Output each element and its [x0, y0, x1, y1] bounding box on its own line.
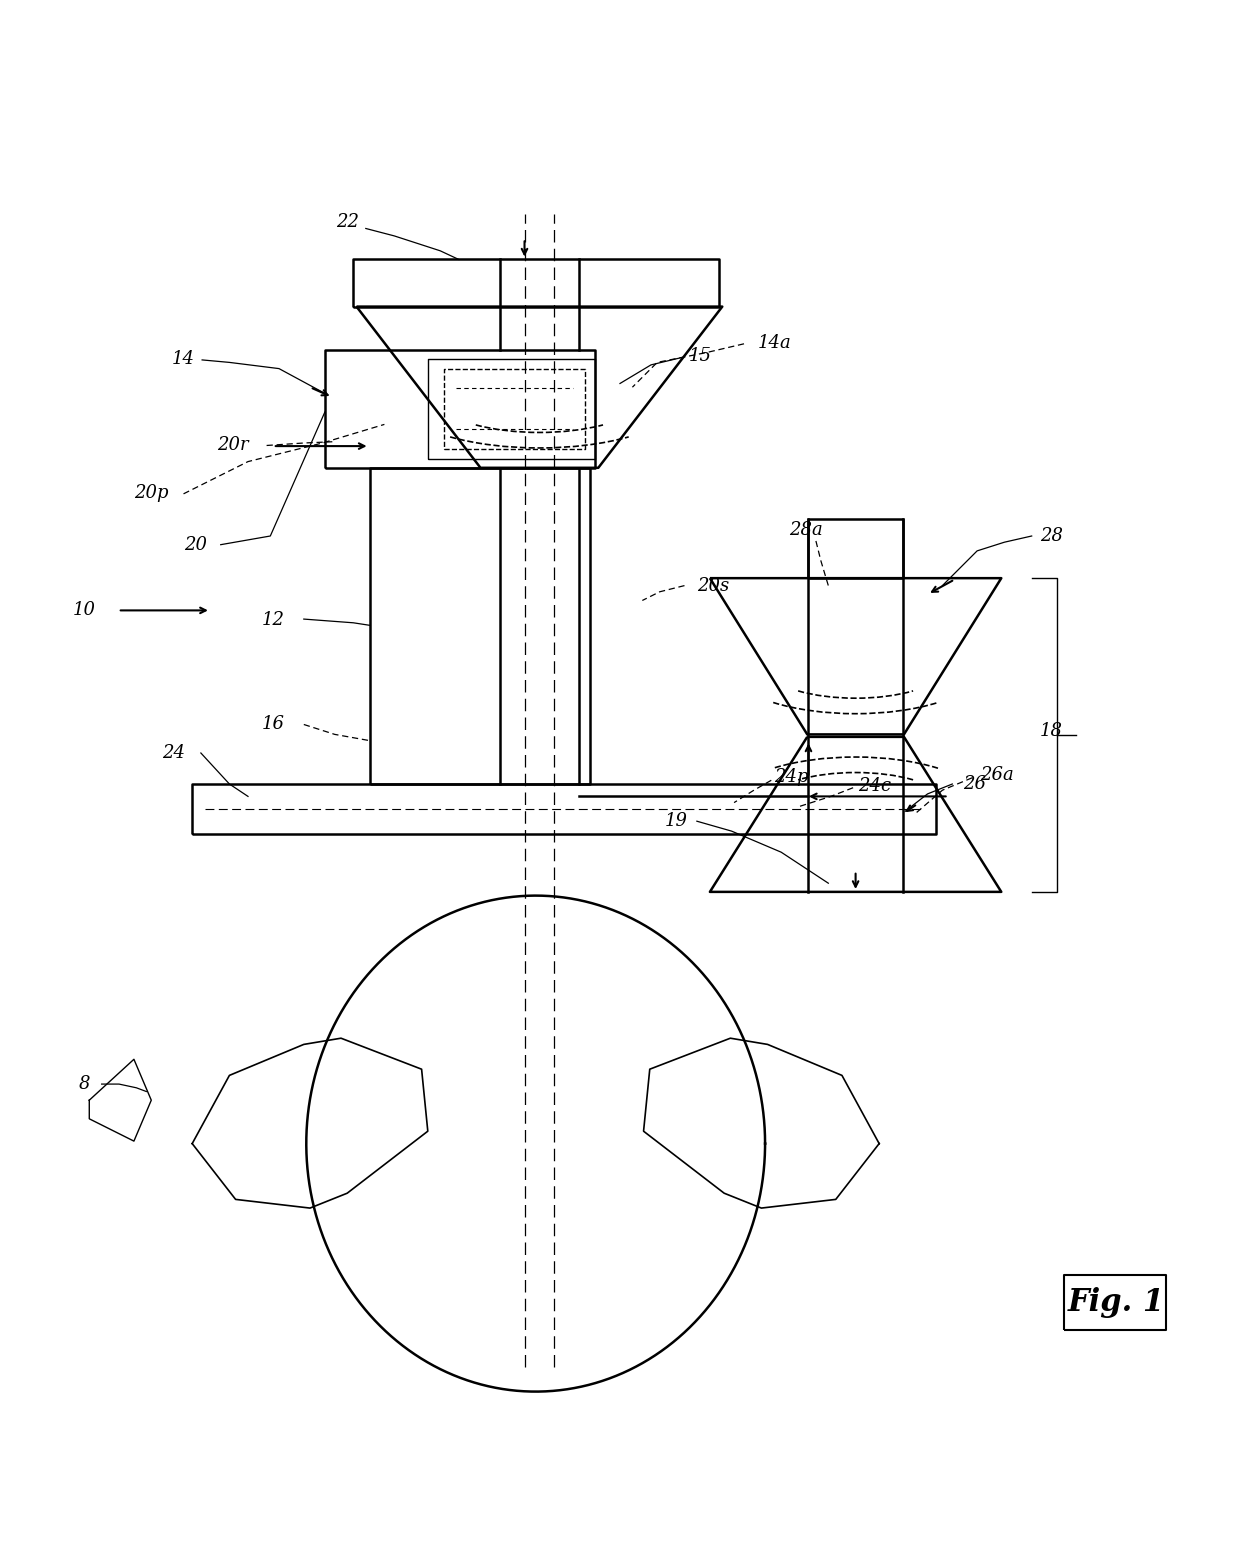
Text: 20s: 20s [697, 577, 729, 594]
Text: 28a: 28a [789, 521, 823, 539]
Text: 26a: 26a [980, 767, 1014, 784]
Text: 14: 14 [172, 350, 195, 367]
Text: 20p: 20p [134, 483, 169, 502]
Text: 15: 15 [689, 347, 712, 365]
Text: 10: 10 [73, 602, 95, 619]
Text: 12: 12 [262, 612, 284, 629]
Text: 24c: 24c [858, 778, 890, 795]
Text: 8: 8 [78, 1076, 91, 1093]
Text: 18: 18 [1040, 721, 1063, 740]
Text: 20r: 20r [217, 436, 249, 455]
Text: 24: 24 [162, 743, 185, 762]
Text: 22: 22 [336, 213, 358, 232]
Text: 19: 19 [665, 812, 687, 829]
Text: 26: 26 [963, 775, 986, 793]
Text: 16: 16 [262, 715, 284, 734]
Text: Fig. 1: Fig. 1 [1068, 1287, 1164, 1317]
Text: 14a: 14a [758, 334, 792, 351]
Text: 24p: 24p [774, 768, 808, 786]
Text: 20: 20 [185, 536, 207, 554]
Text: 28: 28 [1040, 527, 1063, 546]
